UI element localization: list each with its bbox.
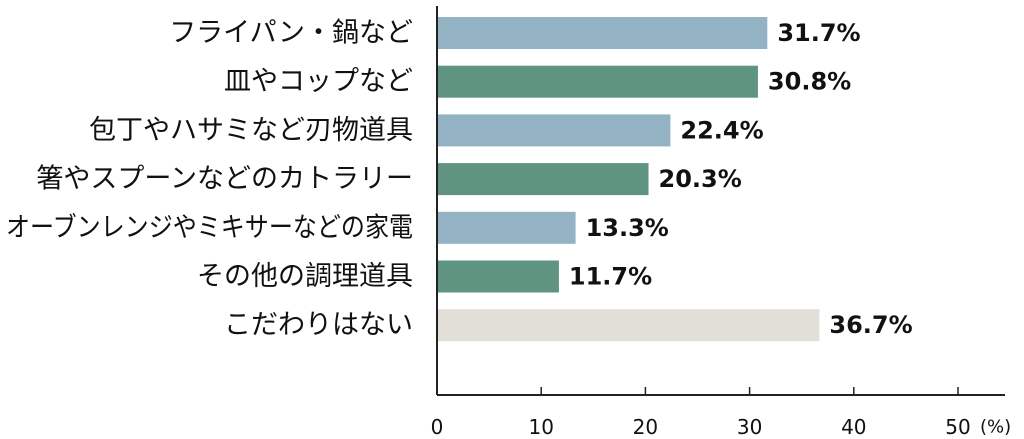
category-label: こだわりはない — [224, 310, 413, 341]
value-label: 11.7% — [569, 263, 652, 291]
x-tick-label: 10 — [528, 415, 553, 439]
bar — [437, 309, 820, 342]
labels-layer: フライパン・鍋など 31.7% 皿やコップなど 30.8% 包丁やハサミなど刃物道具 22… — [6, 18, 913, 341]
x-tick-label: 30 — [737, 415, 762, 439]
bar — [437, 260, 559, 293]
category-label: オーブンレンジやミキサーなどの家電 — [6, 212, 413, 243]
x-axis-unit-label: (%) — [980, 417, 1011, 438]
value-label: 36.7% — [829, 311, 912, 339]
x-tick-label: 20 — [633, 415, 658, 439]
value-label: 13.3% — [586, 214, 669, 242]
category-label: 皿やコップなど — [224, 66, 413, 97]
bar — [437, 17, 768, 49]
x-tick-label: 40 — [841, 415, 866, 439]
x-tick-label: 50 — [945, 415, 970, 439]
bar — [437, 163, 649, 196]
bar — [437, 211, 576, 244]
x-tick-label: 0 — [431, 415, 444, 439]
bar — [437, 114, 671, 147]
category-label: 包丁やハサミなど刃物道具 — [89, 115, 413, 146]
bar — [437, 65, 758, 98]
value-label: 31.7% — [777, 19, 860, 47]
value-label: 20.3% — [659, 165, 742, 193]
category-label: フライパン・鍋など — [169, 18, 413, 49]
category-label: その他の調理道具 — [197, 261, 413, 292]
x-ticks: 0 10 20 30 40 50 — [431, 387, 971, 439]
value-label: 30.8% — [768, 68, 851, 96]
bars-layer — [437, 17, 820, 342]
category-label: 箸やスプーンなどのカトラリー — [36, 164, 413, 195]
value-label: 22.4% — [680, 116, 763, 144]
